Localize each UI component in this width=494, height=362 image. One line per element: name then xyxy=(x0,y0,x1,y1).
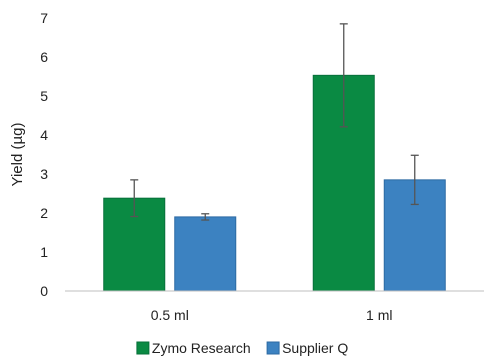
y-tick-label: 2 xyxy=(40,205,48,221)
bar xyxy=(174,216,237,292)
y-tick-label: 7 xyxy=(40,10,48,26)
y-tick-labels: 0 1 2 3 4 5 6 7 xyxy=(40,10,48,299)
y-tick-label: 5 xyxy=(40,88,48,104)
y-tick-label: 3 xyxy=(40,166,48,182)
legend-item: Supplier Q xyxy=(266,340,348,356)
y-tick-label: 0 xyxy=(40,283,48,299)
legend: Zymo Research Supplier Q xyxy=(136,340,348,356)
x-tick-label: 0.5 ml xyxy=(151,307,189,323)
legend-item: Zymo Research xyxy=(136,340,251,356)
y-tick-label: 4 xyxy=(40,127,48,143)
error-bar xyxy=(339,23,348,128)
y-tick-label: 1 xyxy=(40,244,48,260)
error-bars xyxy=(130,23,419,221)
error-bar xyxy=(130,179,139,218)
error-bar xyxy=(201,213,210,221)
y-tick-label: 6 xyxy=(40,49,48,65)
legend-label: Zymo Research xyxy=(152,340,251,356)
legend-swatch xyxy=(136,341,150,355)
legend-label: Supplier Q xyxy=(282,340,348,356)
x-tick-label: 1 ml xyxy=(366,307,392,323)
error-bar xyxy=(410,154,419,206)
bars xyxy=(103,74,446,292)
x-tick-labels: 0.5 ml 1 ml xyxy=(151,307,393,323)
y-axis-title: Yield (µg) xyxy=(9,123,26,187)
legend-swatch xyxy=(266,341,280,355)
